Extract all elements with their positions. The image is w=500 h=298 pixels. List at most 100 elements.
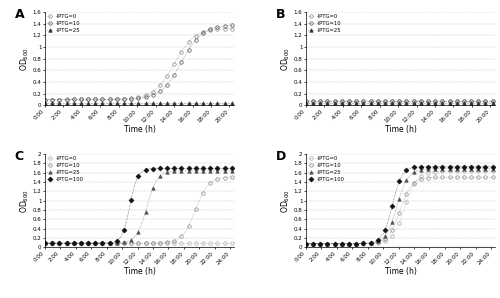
·IPTG=25 (470, 167, 476, 171)
·IPTG=10 (492, 176, 498, 179)
·IPTG=25 (126, 239, 132, 243)
·IPTG=100 (303, 242, 309, 245)
·IPTG=25 (418, 101, 424, 105)
·IPTG=25 (416, 101, 422, 105)
·IPTG=10 (470, 99, 476, 103)
Y-axis label: OD$_{600}$: OD$_{600}$ (280, 47, 292, 71)
·IPTG=25 (492, 101, 498, 105)
·IPTG=0 (386, 99, 392, 103)
·IPTG=10 (432, 176, 438, 179)
Y-axis label: OD$_{600}$: OD$_{600}$ (19, 47, 32, 71)
·IPTG=0 (210, 241, 216, 245)
·IPTG=25 (425, 101, 431, 105)
X-axis label: Time (h): Time (h) (124, 125, 156, 134)
·IPTG=0 (418, 99, 424, 103)
·IPTG=0 (171, 62, 177, 66)
·IPTG=25 (416, 169, 422, 172)
·IPTG=25 (157, 174, 163, 178)
·IPTG=0 (416, 176, 422, 179)
·IPTG=25 (42, 101, 48, 105)
·IPTG=10 (386, 232, 392, 235)
·IPTG=0 (157, 241, 163, 245)
·IPTG=0 (210, 28, 216, 32)
Line: ·IPTG=0: ·IPTG=0 (44, 241, 236, 245)
·IPTG=25 (470, 101, 476, 105)
·IPTG=10 (42, 98, 48, 101)
·IPTG=25 (303, 101, 309, 105)
·IPTG=0 (171, 241, 177, 245)
·IPTG=10 (164, 83, 170, 87)
·IPTG=25 (164, 170, 170, 174)
Line: ·IPTG=10: ·IPTG=10 (44, 24, 236, 101)
·IPTG=25 (492, 167, 498, 171)
·IPTG=100 (42, 241, 48, 245)
Legend: ·IPTG=0, ·IPTG=10, ·IPTG=25, ·IPTG=100: ·IPTG=0, ·IPTG=10, ·IPTG=25, ·IPTG=100 (308, 156, 344, 182)
·IPTG=25 (171, 101, 177, 105)
·IPTG=10 (416, 99, 422, 103)
Line: ·IPTG=10: ·IPTG=10 (304, 99, 496, 103)
·IPTG=25 (210, 101, 216, 105)
·IPTG=10 (231, 24, 237, 27)
·IPTG=10 (303, 99, 309, 103)
·IPTG=25 (154, 177, 160, 181)
·IPTG=10 (418, 99, 424, 103)
·IPTG=10 (157, 90, 163, 93)
·IPTG=0 (157, 83, 163, 87)
·IPTG=25 (171, 169, 177, 173)
·IPTG=25 (386, 226, 392, 230)
Line: ·IPTG=25: ·IPTG=25 (304, 101, 496, 105)
·IPTG=0 (42, 98, 48, 101)
·IPTG=100 (154, 167, 160, 170)
·IPTG=10 (126, 241, 132, 245)
Text: A: A (14, 8, 24, 21)
Legend: ·IPTG=0, ·IPTG=10, ·IPTG=25: ·IPTG=0, ·IPTG=10, ·IPTG=25 (308, 13, 341, 33)
·IPTG=0 (418, 174, 424, 178)
·IPTG=0 (492, 99, 498, 103)
·IPTG=0 (126, 97, 132, 100)
Line: ·IPTG=0: ·IPTG=0 (304, 99, 496, 103)
·IPTG=25 (432, 167, 438, 171)
·IPTG=100 (210, 167, 216, 170)
X-axis label: Time (h): Time (h) (384, 125, 416, 134)
Line: ·IPTG=10: ·IPTG=10 (304, 176, 496, 245)
·IPTG=0 (164, 241, 170, 245)
·IPTG=25 (432, 101, 438, 105)
·IPTG=10 (42, 241, 48, 245)
·IPTG=10 (210, 179, 216, 183)
·IPTG=0 (303, 99, 309, 103)
·IPTG=10 (492, 99, 498, 103)
·IPTG=0 (154, 86, 160, 90)
·IPTG=0 (470, 99, 476, 103)
·IPTG=0 (42, 241, 48, 245)
Y-axis label: OD$_{600}$: OD$_{600}$ (280, 189, 292, 212)
·IPTG=10 (126, 97, 132, 101)
·IPTG=10 (303, 242, 309, 245)
·IPTG=0 (416, 99, 422, 103)
·IPTG=25 (42, 241, 48, 245)
·IPTG=0 (470, 170, 476, 173)
·IPTG=10 (416, 179, 422, 182)
Line: ·IPTG=0: ·IPTG=0 (304, 170, 496, 245)
Line: ·IPTG=0: ·IPTG=0 (44, 27, 236, 101)
·IPTG=25 (164, 101, 170, 105)
·IPTG=10 (425, 176, 431, 180)
·IPTG=100 (231, 167, 237, 170)
Text: D: D (276, 150, 286, 163)
·IPTG=0 (432, 170, 438, 173)
Line: ·IPTG=25: ·IPTG=25 (44, 101, 236, 105)
·IPTG=10 (432, 99, 438, 103)
·IPTG=0 (231, 27, 237, 30)
Line: ·IPTG=25: ·IPTG=25 (304, 167, 496, 245)
X-axis label: Time (h): Time (h) (384, 267, 416, 276)
·IPTG=10 (154, 241, 160, 245)
·IPTG=0 (231, 241, 237, 245)
·IPTG=25 (154, 101, 160, 105)
·IPTG=10 (386, 99, 392, 103)
·IPTG=100 (164, 167, 170, 170)
Y-axis label: OD$_{600}$: OD$_{600}$ (19, 189, 32, 212)
·IPTG=0 (492, 170, 498, 173)
·IPTG=25 (231, 101, 237, 105)
·IPTG=10 (231, 175, 237, 179)
·IPTG=10 (470, 176, 476, 179)
·IPTG=25 (418, 168, 424, 172)
